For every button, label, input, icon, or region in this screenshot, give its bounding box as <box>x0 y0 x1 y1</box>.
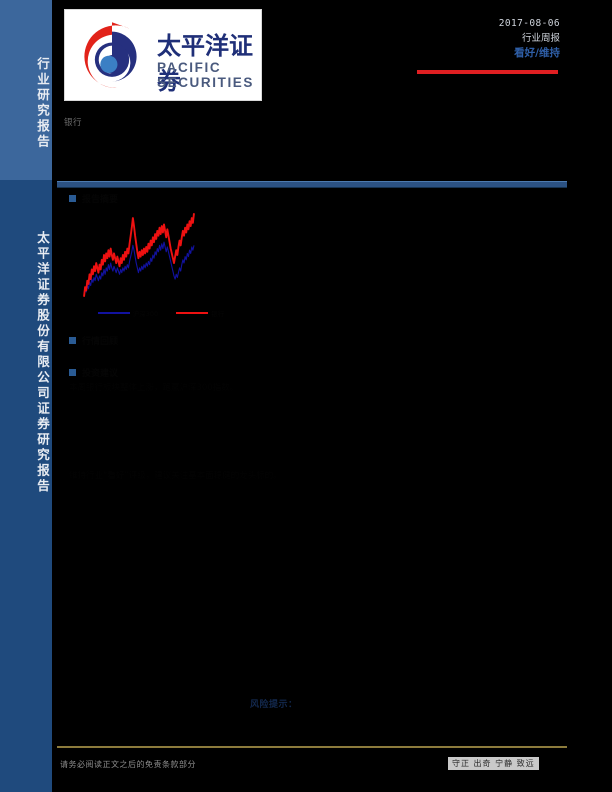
sector-label: 银行 <box>64 118 83 128</box>
chart-legend-label: 银行 <box>211 310 225 318</box>
header-red-rule <box>417 70 558 74</box>
chart-legend-item: 沪深300 <box>97 308 159 318</box>
rating-badge: 看好/维持 <box>514 47 560 59</box>
logo-chinese-text: 太平洋证券 <box>157 32 253 95</box>
section-divider-bar <box>57 181 567 188</box>
heading-1: 报告摘要 <box>82 195 119 205</box>
heading-2: 行情回顾 <box>82 337 119 347</box>
body-text-1: 本周银行板块整体上涨，跑赢沪深300指数。 <box>69 383 239 393</box>
bullet-marker-2 <box>69 337 76 344</box>
footer-divider <box>57 746 567 748</box>
header-meta: 2017-08-06 行业周报 看好/维持 <box>300 17 560 61</box>
company-logo: 太平洋证券 PACIFIC SECURITIES <box>64 9 262 101</box>
footer-disclaimer: 请务必阅读正文之后的免责条款部分 <box>60 760 196 769</box>
risk-disclosure-label: 风险提示： <box>250 700 298 710</box>
chart-legend-label: 沪深300 <box>132 310 159 318</box>
sidebar-top-band <box>0 0 52 180</box>
chart-legend-item: 银行 <box>176 308 224 318</box>
chart-legend-swatch <box>176 312 209 314</box>
report-type: 行业周报 <box>521 33 560 44</box>
logo-english-text: PACIFIC SECURITIES <box>157 60 255 90</box>
pacific-securities-logo-icon <box>84 22 137 88</box>
sidebar-bottom-label: 太平洋证券股份有限公司证券研究报告 <box>35 231 50 495</box>
bullet-marker-3 <box>69 369 76 376</box>
performance-chart: 沪深300 银行 <box>66 200 256 330</box>
heading-3: 投资建议 <box>82 369 119 379</box>
bullet-marker-1 <box>69 195 76 202</box>
body-text-2: 维持行业“看好”评级，建议关注基本面稳健的龙头标的。 <box>69 471 282 481</box>
chart-legend: 沪深300 银行 <box>66 308 256 318</box>
chart-plot-area <box>83 213 195 297</box>
chart-legend-swatch <box>97 312 130 314</box>
sidebar-top-label: 行业研究报告 <box>35 56 50 150</box>
left-sidebar: 行业研究报告 太平洋证券股份有限公司证券研究报告 <box>0 0 52 792</box>
report-date: 2017-08-06 <box>498 18 560 29</box>
footer-slogan: 守正 出奇 宁静 致远 <box>448 757 539 770</box>
chart-series-line <box>83 213 195 297</box>
sidebar-bottom-band <box>0 180 52 792</box>
chart-series-line <box>83 241 195 294</box>
